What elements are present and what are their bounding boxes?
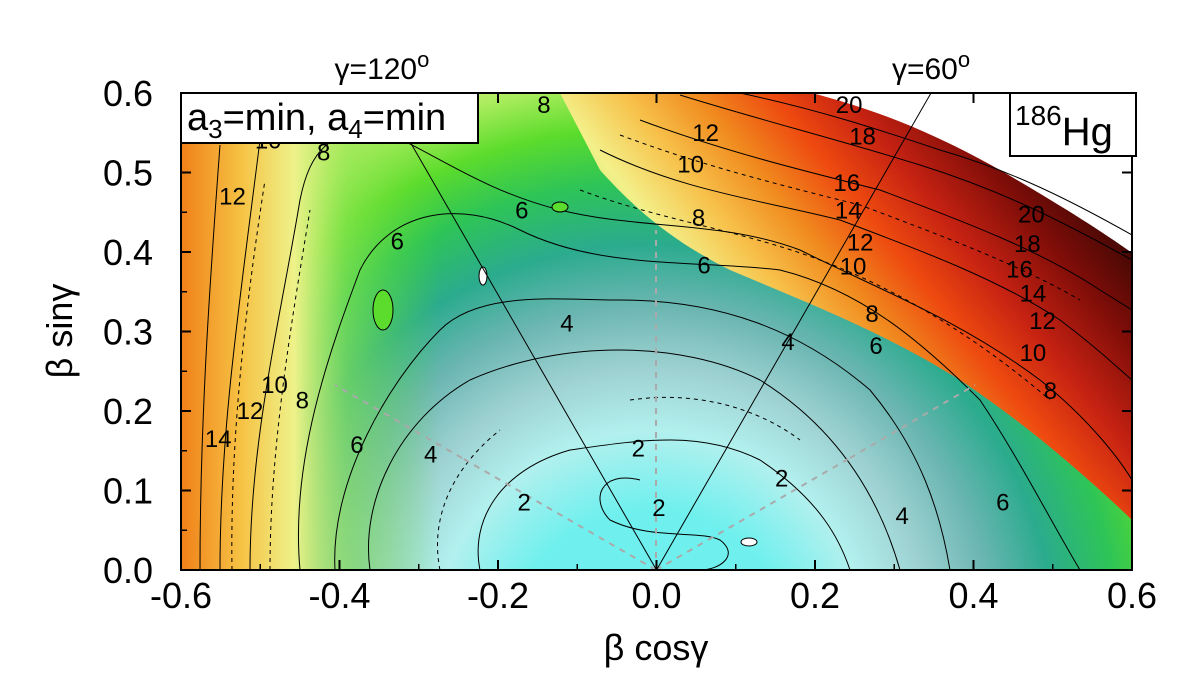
contour-label: 6 [996,489,1009,516]
y-tick-label: 0.4 [103,232,153,273]
y-tick-label: 0.0 [103,550,153,591]
y-tick-label: 0.6 [103,73,153,114]
dashed-guide-lines [334,230,976,570]
contour-label: 10 [840,253,867,280]
contour-label: 8 [317,140,330,167]
contour-label: 18 [849,124,876,151]
contour-label: 2 [632,435,645,462]
a3-condition: =min, [223,97,328,139]
a4-symbol: a [327,97,349,139]
gamma-line-120 [381,92,657,571]
nucleus-box: 186Hg [1009,92,1137,157]
x-tick-label: -0.2 [467,575,529,616]
y-tick-label: 0.5 [103,153,153,194]
svg-text:186Hg: 186Hg [1015,100,1113,154]
x-tick-label: -0.4 [308,575,370,616]
contour-label: 2 [652,495,665,522]
condition-box: a3=min, a4=min [180,92,479,144]
gamma-label-60: γ=60o [892,47,970,86]
contour-label: 4 [781,329,794,356]
gamma-lines: γ=120o γ=60o [335,47,970,571]
svg-text:a3=min, a4=min: a3=min, a4=min [187,97,446,144]
contour-label: 10 [1020,340,1047,367]
contour-label: 12 [237,398,264,425]
contour-label: 18 [1014,231,1041,258]
contour-label: 20 [836,92,863,119]
a3-symbol: a [187,97,209,139]
contour-label: 8 [296,388,309,415]
contour-label: 14 [835,198,862,225]
contour-label: 8 [865,301,878,328]
contour-label: 6 [697,253,710,280]
x-tick-label: 0.6 [1107,575,1157,616]
contour-label: 12 [219,183,246,210]
x-tick-label: 0.2 [790,575,840,616]
x-tick-label: 0.4 [948,575,998,616]
y-axis-title: β sinγ [39,284,80,379]
contour-label: 12 [847,229,874,256]
x-tick-label: 0.0 [631,575,681,616]
gamma-label-degree: o [958,47,970,72]
contour-label: 6 [869,333,882,360]
axes: -0.6 -0.4 -0.2 0.0 0.2 0.4 0.6 0.0 0.1 0.2 0.3 0.4 0… [103,73,1157,616]
contour-label: 20 [1018,202,1045,229]
gamma-label-text: γ=120 [335,53,418,86]
gamma-line-60 [656,92,932,571]
contour-label: 6 [515,198,528,225]
contour-label: 4 [560,311,573,338]
contour-label: 8 [1044,378,1057,405]
x-tick-label: -0.6 [150,575,212,616]
y-tick-label: 0.1 [103,471,153,512]
contour-lines [199,93,1132,570]
gamma-label-120: γ=120o [335,47,430,86]
contour-label: 14 [1020,280,1047,307]
contour-fill [181,93,1132,570]
contour-label: 8 [692,205,705,232]
contour-label: 14 [205,426,232,453]
a4-subscript: 4 [348,114,362,144]
contour-label: 8 [537,92,550,119]
a3-subscript: 3 [208,114,222,144]
contour-label: 10 [261,372,288,399]
contour-label: 2 [775,466,788,493]
contour-label: 2 [517,489,530,516]
contour-label: 10 [677,152,704,179]
x-axis-title: β cosγ [604,627,709,668]
contour-label: 16 [1006,256,1033,283]
contour-label: 12 [692,120,719,147]
contour-label: 6 [391,229,404,256]
element-symbol: Hg [1062,110,1113,154]
gamma-label-degree: o [417,47,429,72]
y-tick-label: 0.3 [103,312,153,353]
contour-label: 12 [1029,308,1056,335]
contour-label: 6 [350,432,363,459]
contour-label: 16 [833,170,860,197]
mass-number: 186 [1015,100,1062,131]
contour-labels: 8108121020181614121020181614121081268668… [205,92,1057,530]
a4-condition: =min [363,97,446,139]
gamma-label-text: γ=60 [892,53,958,86]
contour-label: 4 [424,442,437,469]
y-tick-label: 0.2 [103,391,153,432]
contour-label: 4 [895,503,908,530]
